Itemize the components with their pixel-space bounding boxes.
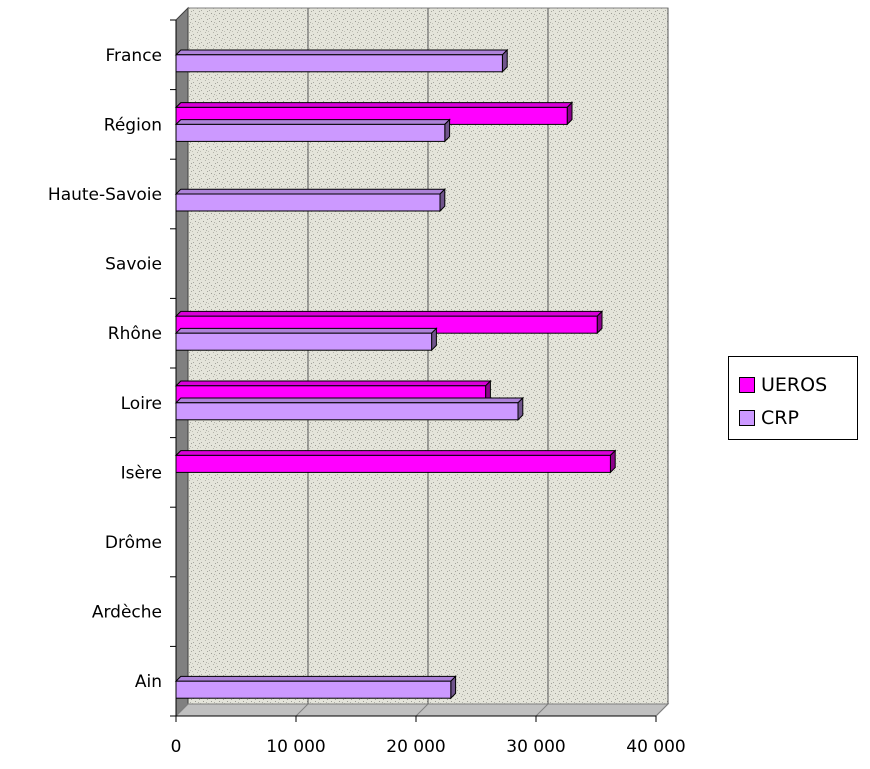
crp-bar-region <box>174 118 451 143</box>
y-tick-label-loire: Loire <box>121 394 162 414</box>
y-tick-label-france: France <box>105 46 162 66</box>
crp-bar-loire-front <box>175 402 519 421</box>
floor-gridline <box>655 703 669 717</box>
x-tick-label: 0 <box>171 737 182 757</box>
crp-bar-ain-top <box>174 675 457 682</box>
crp-bar-rhone-top <box>174 327 438 334</box>
ueros-bar-region-top <box>174 102 574 108</box>
crp-bar-loire-top <box>174 397 525 404</box>
ueros-bar-loire-top <box>174 380 492 387</box>
y-tick-label-haute-savoie: Haute-Savoie <box>48 185 162 205</box>
floor-gridline <box>295 703 309 717</box>
y-tick-label-ain: Ain <box>135 672 162 692</box>
crp-bar-france-front <box>175 54 503 73</box>
legend-label-ueros: UEROS <box>761 374 828 396</box>
crp-bar-region-top <box>174 119 451 125</box>
x-tick-label: 20 000 <box>386 737 445 757</box>
ueros-bar-isere-front <box>175 454 611 473</box>
y-tick-label-drome: Drôme <box>105 533 162 553</box>
crp-bar-loire <box>174 396 525 422</box>
legend-swatch-ueros <box>739 377 755 393</box>
ueros-bar-isere-top <box>174 450 617 456</box>
ueros-bar-region <box>174 101 574 126</box>
ueros-bar-rhone-top <box>174 310 604 317</box>
x-tick-label: 10 000 <box>266 737 325 757</box>
ueros-bar-isere <box>174 449 617 474</box>
legend-label-crp: CRP <box>761 407 799 429</box>
x-tick-label: 40 000 <box>626 737 685 757</box>
y-tick-label-region: Région <box>104 115 162 135</box>
legend-item-ueros: UEROS <box>739 373 827 397</box>
crp-bar-haute-savoie-front <box>175 193 441 212</box>
crp-bar-region-front <box>175 123 446 142</box>
x-tick-label: 30 000 <box>506 737 565 757</box>
floor-gridline <box>415 703 429 717</box>
y-tick-label-savoie: Savoie <box>105 255 162 275</box>
crp-bar-ain-front <box>175 680 452 699</box>
crp-bar-haute-savoie <box>174 187 447 213</box>
crp-bar-france <box>174 48 509 74</box>
legend-swatch-crp <box>739 410 755 426</box>
y-tick-label-ardeche: Ardèche <box>92 603 162 623</box>
y-tick-label-rhone: Rhône <box>108 324 162 344</box>
floor-gridline <box>535 703 549 717</box>
crp-bar-haute-savoie-top <box>174 188 447 195</box>
crp-bar-rhone <box>174 327 438 352</box>
crp-bar-france-top <box>174 49 509 56</box>
floor-gridline <box>175 703 189 717</box>
legend: UEROS CRP <box>728 356 858 440</box>
legend-item-crp: CRP <box>739 406 799 430</box>
crp-bar-ain <box>174 675 457 700</box>
y-tick-label-isere: Isère <box>121 463 162 483</box>
crp-bar-rhone-front <box>175 332 433 351</box>
